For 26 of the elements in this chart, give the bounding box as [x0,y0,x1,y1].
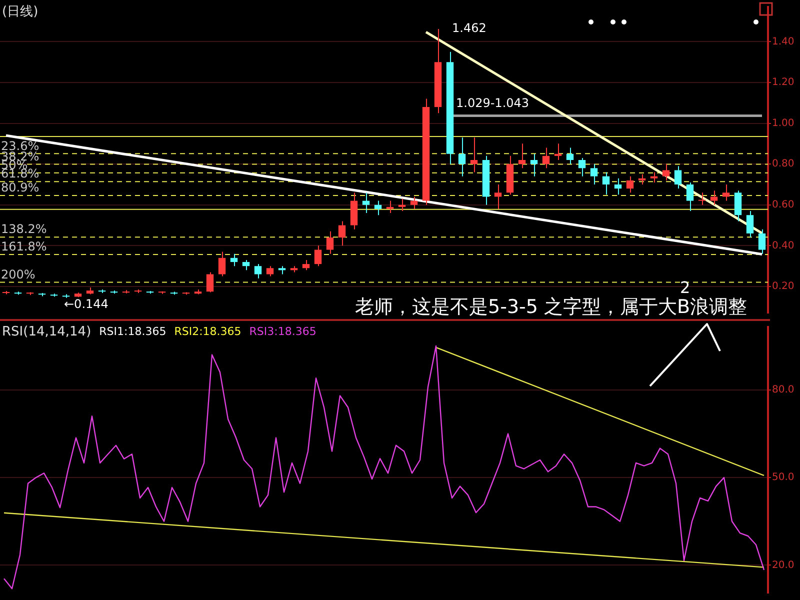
chart-title: (日线) [2,4,38,20]
y-tick-label: 20.0 [772,560,794,571]
chart-title: RSI(14,14,14) [2,324,92,340]
y-tick-label: 50.0 [772,472,794,484]
annotation: 1.462 [452,21,486,36]
annotation: 80.9% [1,180,40,195]
y-tick-label: 1.20 [772,77,794,88]
candlestick [710,190,718,206]
y-tick-label: 0.20 [772,281,794,292]
annotation: 老师，这是不是5-3-5 之字型，属于大B浪调整 [355,296,748,318]
y-tick-label: 0.80 [772,158,794,170]
annotation: 161.8% [1,240,47,254]
annotation: RSI3:18.365 [249,324,316,338]
y-tick-label: 1.40 [772,36,794,48]
y-tick-label: 0.60 [772,199,794,210]
annotation: 2 [680,278,690,298]
annotation: 200% [1,267,36,282]
annotation: RSI2:18.365 [174,324,242,338]
annotation: RSI1:18.365 [99,324,166,338]
annotation: ←0.144 [64,297,108,312]
annotation: 1.029-1.043 [456,96,530,110]
annotation: 23.6% [1,138,40,153]
y-tick-label: 1.00 [772,118,794,129]
y-tick-label: 80.0 [772,384,794,396]
y-tick-label: 0.40 [772,240,794,252]
annotation: 138.2% [1,222,47,236]
